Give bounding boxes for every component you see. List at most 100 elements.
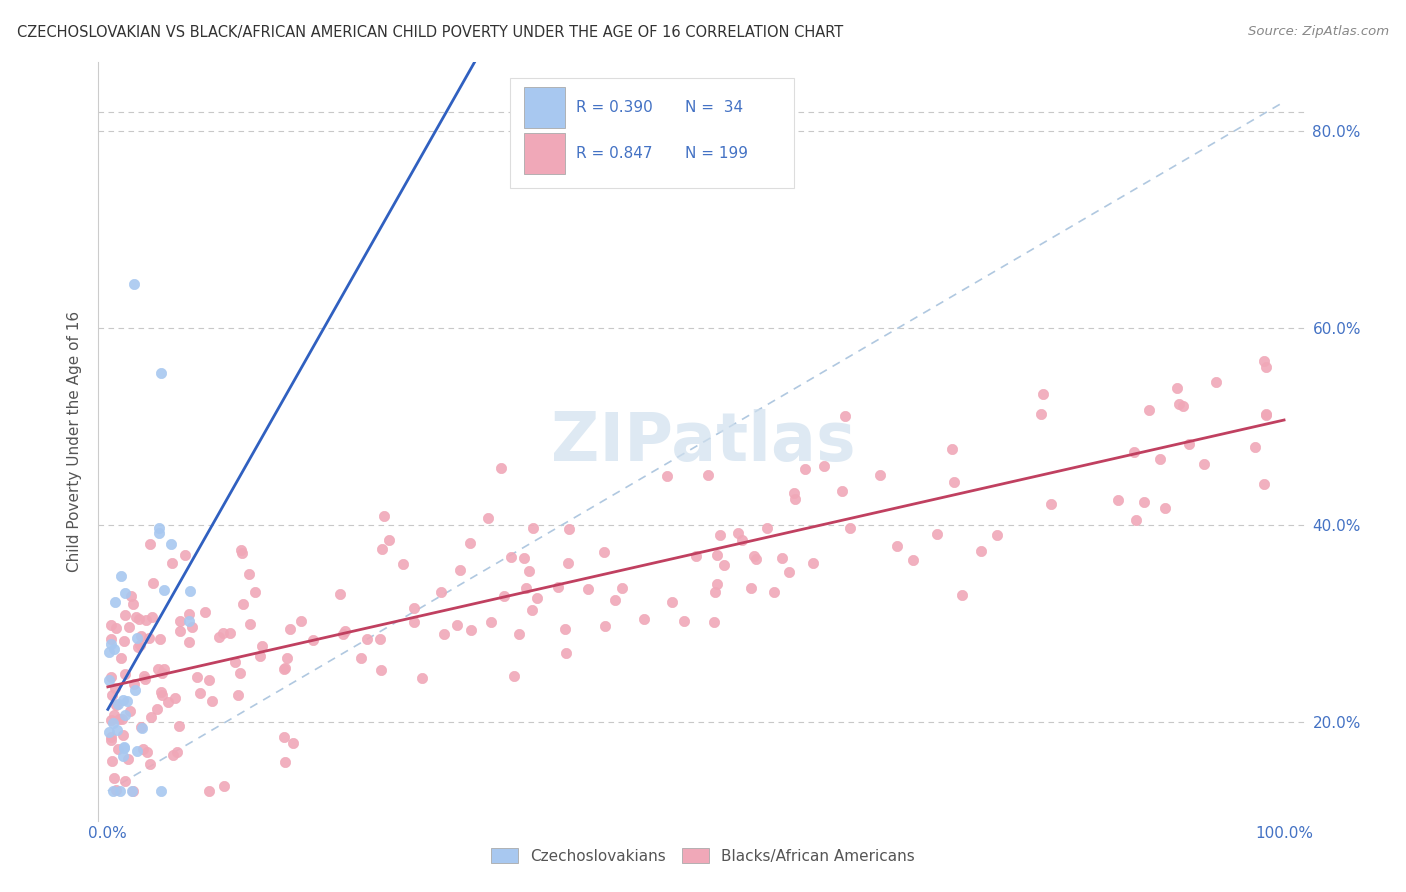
Point [167,718,190,732]
Point [238,616,260,631]
Point [903,552,925,566]
Point [706,577,728,591]
Point [111,749,134,764]
Point [783,486,806,500]
Point [1254,408,1277,422]
Point [1168,397,1191,411]
Point [149,784,172,798]
Legend: Czechoslovakians, Blacks/African Americans: Czechoslovakians, Blacks/African America… [485,842,921,870]
Point [526,591,548,605]
Point [673,614,696,628]
Point [793,462,815,476]
Point [986,527,1008,541]
Point [368,632,391,647]
Point [104,698,127,712]
Point [373,508,395,523]
Point [1107,492,1129,507]
Point [970,543,993,558]
Point [212,779,235,793]
Point [112,739,135,754]
Point [605,593,627,607]
Point [212,626,235,640]
Point [1178,437,1201,451]
Point [194,605,217,619]
Point [118,620,141,634]
Point [479,615,502,629]
Point [186,670,208,684]
Point [150,665,173,680]
Point [101,688,124,702]
Point [449,563,471,577]
Point [117,694,139,708]
Point [942,475,965,489]
Point [1166,381,1188,395]
Point [558,522,581,536]
Point [501,549,523,564]
Point [886,539,908,553]
Point [801,557,824,571]
Point [460,623,482,637]
Point [706,548,728,562]
Point [149,632,172,647]
Point [107,698,129,712]
Point [105,621,128,635]
Point [612,582,634,596]
Point [100,632,122,647]
Point [114,773,136,788]
Point [1192,457,1215,471]
Point [169,614,191,628]
Point [179,635,201,649]
Point [100,730,122,744]
Point [160,556,183,570]
Point [356,632,378,646]
FancyBboxPatch shape [524,87,565,128]
Point [100,637,122,651]
Point [98,645,121,659]
Point [1171,399,1194,413]
Point [160,537,183,551]
Point [141,609,163,624]
Point [138,632,160,646]
Point [350,650,373,665]
Point [276,651,298,665]
Point [107,741,129,756]
Y-axis label: Child Poverty Under the Age of 16: Child Poverty Under the Age of 16 [67,311,83,572]
Point [112,740,135,755]
Point [731,533,754,548]
Point [138,537,160,551]
Point [129,629,152,643]
Point [703,615,725,629]
Point [273,755,295,769]
Point [727,526,749,541]
Point [231,546,253,560]
Point [141,709,163,723]
Point [148,525,170,540]
Point [103,784,125,798]
Point [283,736,305,750]
Point [100,754,122,768]
Point [228,665,250,680]
Point [104,595,127,609]
Point [252,640,274,654]
Point [188,686,211,700]
Point [117,752,139,766]
Point [103,708,125,723]
Point [219,626,242,640]
Point [1253,353,1275,368]
Point [522,603,544,617]
Point [813,458,835,473]
Point [1032,387,1054,401]
Point [226,688,249,702]
Point [941,442,963,457]
Text: ZIPatlas: ZIPatlas [551,409,855,475]
Point [98,673,121,687]
Point [592,545,614,559]
Point [661,595,683,609]
Point [1154,501,1177,516]
Point [174,549,197,563]
Point [329,587,352,601]
Point [104,681,127,696]
Point [1256,408,1278,422]
Point [149,366,172,380]
Point [763,585,786,599]
